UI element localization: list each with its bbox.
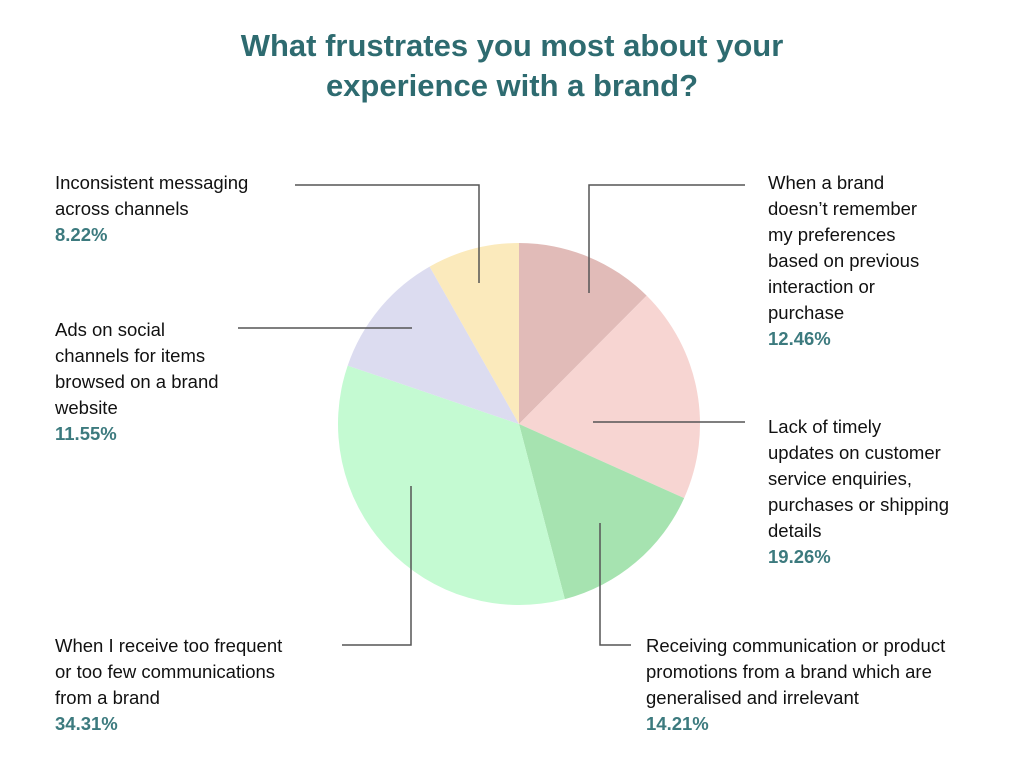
chart-title: What frustrates you most about your expe…	[0, 26, 1024, 106]
label-text: generalised and irrelevant	[646, 687, 859, 708]
label-text: browsed on a brand	[55, 371, 219, 392]
label-text: interaction or	[768, 276, 875, 297]
pie-slice-1	[519, 295, 701, 499]
label-remember-preferences: When a brand doesn’t remember my prefere…	[768, 170, 919, 352]
label-text: from a brand	[55, 687, 160, 708]
label-text: purchases or shipping	[768, 494, 949, 515]
label-percent: 11.55%	[55, 423, 117, 444]
label-text: updates on customer	[768, 442, 941, 463]
label-communication-frequency: When I receive too frequent or too few c…	[55, 633, 282, 737]
leader-line-generalised	[599, 523, 631, 646]
chart-title-line-2: experience with a brand?	[325, 68, 699, 103]
pie-slice-5	[429, 243, 519, 424]
label-text: or too few communications	[55, 661, 276, 682]
label-text: When a brand	[768, 172, 885, 193]
label-text: across channels	[55, 198, 189, 219]
label-social-ads: Ads on social channels for items browsed…	[55, 317, 219, 447]
label-text: based on previous	[768, 250, 920, 271]
pie-slices	[338, 243, 701, 605]
pie-slice-0	[519, 243, 647, 424]
label-text: my preferences	[768, 224, 896, 245]
label-text: Receiving communication or product	[646, 635, 946, 656]
label-percent: 8.22%	[55, 224, 108, 245]
leader-line-frequency	[342, 486, 412, 646]
chart-title-line-1: What frustrates you most about your	[240, 28, 784, 63]
label-text: doesn’t remember	[768, 198, 918, 219]
label-text: Ads on social	[55, 319, 166, 340]
label-timely-updates: Lack of timely updates on customer servi…	[768, 414, 949, 570]
label-percent: 19.26%	[768, 546, 831, 567]
label-text: Lack of timely	[768, 416, 882, 437]
label-text: service enquiries,	[768, 468, 912, 489]
label-text: Inconsistent messaging	[55, 172, 249, 193]
label-text: When I receive too frequent	[55, 635, 283, 656]
label-text: channels for items	[55, 345, 206, 366]
label-text: website	[55, 397, 118, 418]
pie-slice-2	[519, 424, 685, 600]
label-percent: 12.46%	[768, 328, 831, 349]
label-text: details	[768, 520, 822, 541]
pie-slice-3	[338, 365, 565, 605]
pie-slice-4	[347, 266, 519, 424]
label-text: promotions from a brand which are	[646, 661, 932, 682]
leader-line-remember	[588, 184, 745, 293]
label-percent: 34.31%	[55, 713, 118, 734]
label-percent: 14.21%	[646, 713, 709, 734]
label-generalised-promotions: Receiving communication or product promo…	[646, 633, 945, 737]
leader-line-inconsistent	[295, 184, 480, 283]
label-text: purchase	[768, 302, 845, 323]
label-inconsistent-messaging: Inconsistent messaging across channels 8…	[55, 170, 248, 248]
leader-lines	[238, 184, 745, 646]
